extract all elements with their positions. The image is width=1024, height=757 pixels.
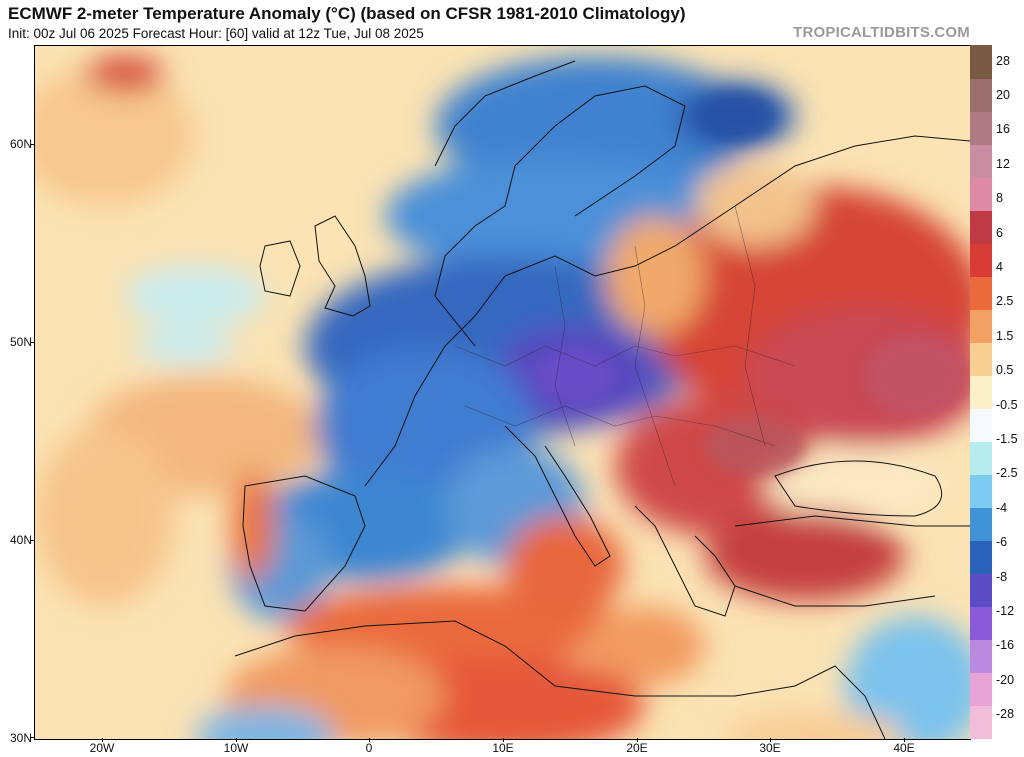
temperature-anomaly-map xyxy=(34,45,971,740)
colorbar: 28 20 16 12 8 6 4 2.5 1.5 0.5 -0.5 -1.5 … xyxy=(970,45,1024,739)
colorbar-label: 0.5 xyxy=(996,363,1014,377)
lon-tick xyxy=(904,738,905,742)
colorbar-swatch xyxy=(970,639,992,673)
colorbar-swatch xyxy=(970,342,992,376)
colorbar-swatch xyxy=(970,177,992,211)
lat-label-40n: 40N xyxy=(9,533,32,547)
colorbar-label: 6 xyxy=(996,226,1003,240)
lat-tick xyxy=(30,144,34,145)
colorbar-label: 4 xyxy=(996,260,1003,274)
colorbar-swatch xyxy=(970,210,992,244)
colorbar-label: -0.5 xyxy=(996,398,1018,412)
colorbar-label: 28 xyxy=(996,54,1010,68)
lon-tick xyxy=(369,738,370,742)
lon-label-20w: 20W xyxy=(89,741,115,755)
lat-label-60n: 60N xyxy=(9,137,32,151)
colorbar-swatch xyxy=(970,441,992,475)
lat-tick xyxy=(30,737,34,738)
lon-tick xyxy=(770,738,771,742)
colorbar-label: 8 xyxy=(996,191,1003,205)
lat-tick xyxy=(30,342,34,343)
colorbar-label: -6 xyxy=(996,535,1008,549)
colorbar-swatch xyxy=(970,111,992,145)
map-title: ECMWF 2-meter Temperature Anomaly (°C) (… xyxy=(8,4,686,23)
colorbar-swatch xyxy=(970,309,992,343)
lon-label-20e: 20E xyxy=(626,741,648,755)
colorbar-label: 1.5 xyxy=(996,329,1014,343)
colorbar-label: -12 xyxy=(996,604,1015,618)
colorbar-swatch xyxy=(970,705,992,739)
colorbar-swatch xyxy=(970,573,992,607)
colorbar-label: 20 xyxy=(996,88,1010,102)
lat-tick xyxy=(30,540,34,541)
colorbar-swatch xyxy=(970,144,992,178)
colorbar-label: 12 xyxy=(996,157,1010,171)
colorbar-label: -8 xyxy=(996,570,1008,584)
map-canvas xyxy=(35,46,970,739)
lon-tick xyxy=(236,738,237,742)
lon-label-30e: 30E xyxy=(759,741,781,755)
lat-label-50n: 50N xyxy=(9,335,32,349)
map-subtitle: Init: 00z Jul 06 2025 Forecast Hour: [60… xyxy=(8,26,424,41)
colorbar-label: -20 xyxy=(996,673,1015,687)
lon-tick xyxy=(637,738,638,742)
colorbar-swatch xyxy=(970,606,992,640)
colorbar-label: -16 xyxy=(996,638,1015,652)
colorbar-label: 2.5 xyxy=(996,294,1014,308)
coastlines xyxy=(234,60,970,739)
colorbar-swatch xyxy=(970,672,992,706)
colorbar-swatch xyxy=(970,474,992,508)
colorbar-label: -28 xyxy=(996,707,1015,721)
lon-label-10w: 10W xyxy=(223,741,249,755)
colorbar-label: -1.5 xyxy=(996,432,1018,446)
lon-tick xyxy=(503,738,504,742)
colorbar-swatch xyxy=(970,243,992,277)
lon-tick xyxy=(102,738,103,742)
colorbar-swatch xyxy=(970,507,992,541)
colorbar-swatch xyxy=(970,276,992,310)
colorbar-swatch xyxy=(970,45,992,79)
colorbar-swatch xyxy=(970,540,992,574)
lon-label-10e: 10E xyxy=(492,741,514,755)
colorbar-label: -4 xyxy=(996,501,1008,515)
lon-label-40e: 40E xyxy=(893,741,915,755)
source-credit: TROPICALTIDBITS.COM xyxy=(793,24,970,41)
borders xyxy=(454,205,796,487)
lon-label-0: 0 xyxy=(365,741,373,755)
colorbar-swatch xyxy=(970,375,992,409)
colorbar-swatch xyxy=(970,78,992,112)
colorbar-label: 16 xyxy=(996,122,1010,136)
lat-label-30n: 30N xyxy=(9,731,32,745)
colorbar-swatch xyxy=(970,408,992,442)
colorbar-label: -2.5 xyxy=(996,466,1018,480)
